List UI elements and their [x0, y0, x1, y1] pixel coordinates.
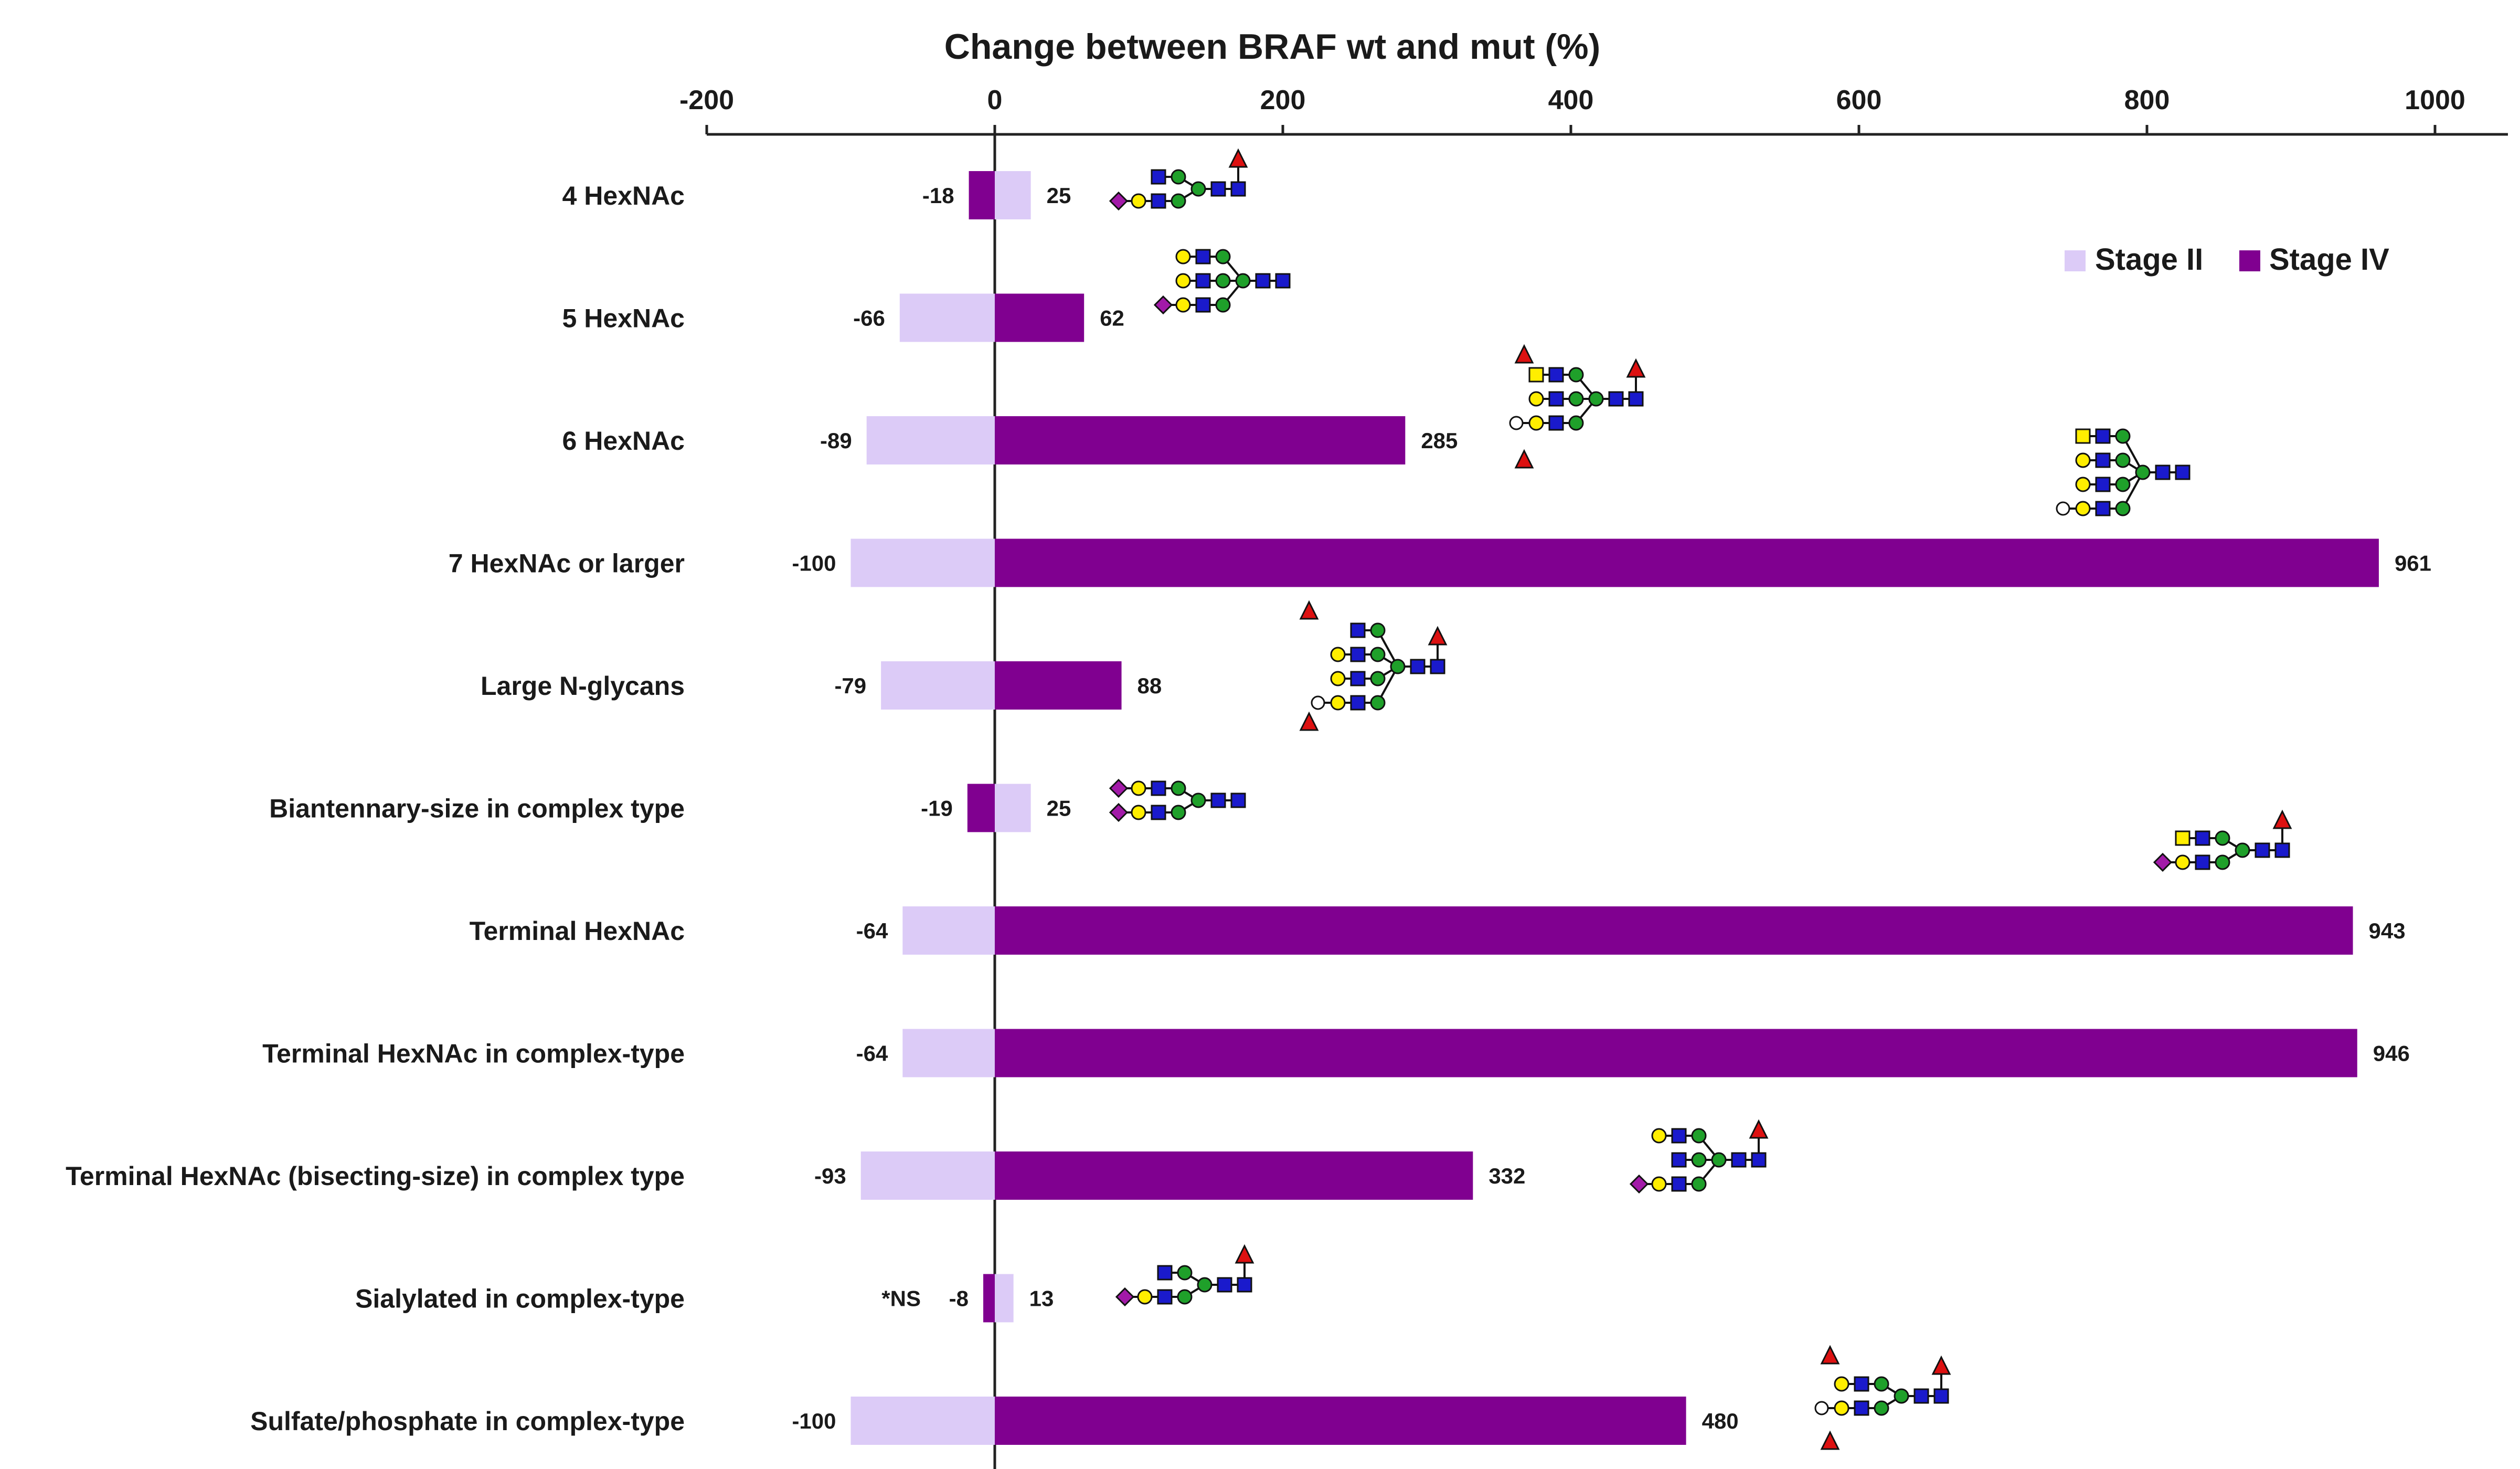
x-tick-label: 600 — [1836, 85, 1882, 115]
x-tick-label: 800 — [2124, 85, 2170, 115]
data-label: 332 — [1488, 1164, 1525, 1188]
data-label: -100 — [792, 1409, 836, 1433]
data-label: 285 — [1421, 428, 1458, 453]
x-tick-label: -200 — [679, 85, 734, 115]
data-label: 946 — [2373, 1041, 2410, 1066]
x-axis: -200 0 200 400 600 800 1000 — [679, 85, 2508, 1469]
data-label: 13 — [1029, 1286, 1054, 1311]
glycan-structures — [1109, 148, 2292, 1450]
category-label: 4 HexNAc — [562, 181, 685, 210]
glycan-terminal-hexnac-icon — [2153, 809, 2292, 872]
bar-stage-iv — [995, 1029, 2357, 1077]
glycan-5-hexnac-icon — [1153, 249, 1291, 315]
bar-stage-ii — [995, 1274, 1014, 1323]
legend-swatch-stage-ii — [2065, 250, 2086, 271]
glycan-bisecting-icon — [1629, 1119, 1769, 1194]
bar-stage-iv — [995, 661, 1122, 710]
x-tick-label: 0 — [987, 85, 1003, 115]
category-label: Large N-glycans — [481, 671, 685, 701]
bars: 4 HexNAc -18 25 5 HexNAc -66 62 6 HexNAc -89 285… — [66, 171, 2431, 1445]
data-label: 25 — [1047, 796, 1071, 821]
data-label: -100 — [792, 551, 836, 576]
glycan-4-hexnac-icon — [1109, 148, 1248, 211]
category-label: Terminal HexNAc in complex-type — [262, 1039, 685, 1069]
bar-stage-ii — [866, 416, 995, 464]
glycan-sialylated-icon — [1115, 1244, 1254, 1307]
bar-stage-iv — [969, 171, 995, 219]
data-label: 25 — [1047, 183, 1071, 208]
bar-stage-ii — [995, 784, 1031, 832]
data-label: 62 — [1100, 306, 1124, 331]
glycan-7-hexnac-icon — [2056, 428, 2191, 516]
glycan-large-icon — [1299, 600, 1448, 731]
data-label: 480 — [1702, 1409, 1739, 1433]
chart-title: Change between BRAF wt and mut (%) — [944, 27, 1600, 67]
data-label: -64 — [856, 1041, 888, 1066]
bar-stage-iv — [995, 1397, 1686, 1445]
data-label: 88 — [1137, 673, 1162, 698]
data-label: -93 — [814, 1164, 846, 1188]
category-label: Sialylated in complex-type — [355, 1284, 685, 1314]
category-label: 6 HexNAc — [562, 426, 685, 456]
bar-stage-ii — [995, 171, 1031, 219]
category-label: Terminal HexNAc (bisecting-size) in comp… — [66, 1161, 685, 1191]
category-label: 7 HexNAc or larger — [449, 549, 685, 578]
glycan-sulfate-icon — [1814, 1345, 1951, 1450]
bar-stage-ii — [881, 661, 995, 710]
bar-stage-ii — [899, 293, 995, 342]
glycan-6-hexnac-icon — [1509, 344, 1646, 469]
legend-label-stage-iv: Stage IV — [2269, 242, 2389, 277]
bar-stage-ii — [902, 1029, 995, 1077]
data-label: -18 — [922, 183, 954, 208]
bar-stage-ii — [860, 1151, 995, 1200]
legend-label-stage-ii: Stage II — [2095, 242, 2203, 277]
bar-stage-iv — [995, 1151, 1473, 1200]
bar-stage-iv — [983, 1274, 995, 1323]
data-label: -64 — [856, 918, 888, 943]
bar-stage-iv — [995, 538, 2379, 587]
legend: Stage II Stage IV — [2065, 242, 2389, 277]
legend-swatch-stage-iv — [2239, 250, 2260, 271]
x-tick-label: 400 — [1548, 85, 1594, 115]
data-label: -89 — [820, 428, 852, 453]
bar-stage-iv — [995, 416, 1406, 464]
glycan-biantennary-icon — [1109, 778, 1246, 822]
bar-stage-iv — [995, 293, 1084, 342]
data-label: 961 — [2395, 551, 2431, 576]
data-label: -8 — [949, 1286, 969, 1311]
x-tick-label: 200 — [1260, 85, 1306, 115]
data-label: -66 — [853, 306, 885, 331]
bar-stage-ii — [850, 1397, 995, 1445]
data-label: -19 — [921, 796, 953, 821]
category-label: Biantennary-size in complex type — [269, 794, 685, 823]
category-label: 5 HexNAc — [562, 304, 685, 333]
bar-stage-ii — [850, 538, 995, 587]
data-label: -79 — [834, 673, 866, 698]
bar-stage-iv — [967, 784, 995, 832]
annotation-label: *NS — [881, 1286, 921, 1311]
category-label: Terminal HexNAc — [470, 916, 685, 946]
x-tick-label: 1000 — [2405, 85, 2465, 115]
bar-stage-iv — [995, 906, 2353, 955]
data-label: 943 — [2369, 918, 2406, 943]
bar-stage-ii — [902, 906, 995, 955]
category-label: Sulfate/phosphate in complex-type — [250, 1407, 685, 1436]
